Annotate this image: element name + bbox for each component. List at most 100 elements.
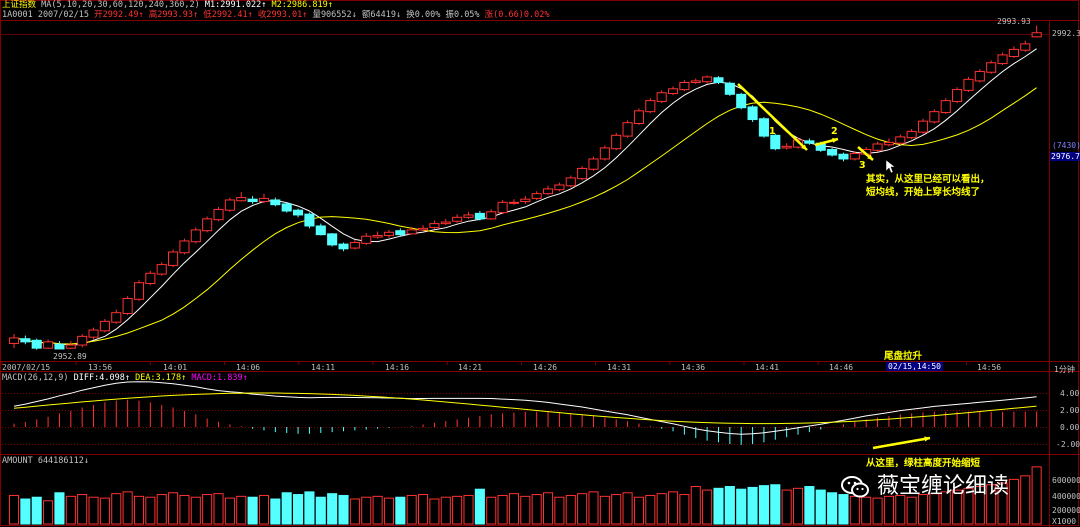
candle-body [224, 199, 235, 211]
candle-body [804, 140, 815, 144]
amount-bar [633, 496, 644, 525]
amount-bar [65, 495, 76, 525]
wechat-icon-svg [841, 476, 869, 498]
annotation-1: 1 [769, 126, 776, 137]
turnover-value: 换0.00% [406, 10, 441, 20]
amount-bar [429, 498, 440, 525]
amount-bar [781, 489, 792, 525]
candle-body [395, 230, 406, 236]
amount-bar [122, 491, 133, 525]
time-label-8: 14:31 [607, 363, 632, 372]
time-label-4: 14:11 [311, 363, 336, 372]
amount-tick-1: 400000 [1052, 492, 1080, 501]
amount-bar [531, 494, 542, 525]
amount-bar [486, 496, 497, 525]
candle-body [758, 118, 769, 137]
amount-bar [190, 496, 201, 525]
candle-body [293, 209, 304, 216]
amount-bar [929, 493, 940, 525]
arrow-macd-head [924, 436, 930, 442]
candle-body [849, 152, 860, 160]
amount-bar [815, 489, 826, 525]
candle-body [724, 82, 735, 95]
candle-body [474, 212, 485, 220]
candle-body [270, 199, 281, 206]
ma-m2: M2:2986.819↑ [271, 0, 333, 10]
watermark: 薇宝缠论细读 [840, 468, 1009, 500]
amount-bar [611, 494, 622, 525]
candle-body [747, 106, 758, 121]
period-label[interactable]: 1分钟 [1054, 365, 1075, 374]
candle-body [940, 100, 951, 113]
amount-bar [963, 487, 974, 525]
amount-bar [111, 493, 122, 525]
candle-body [20, 338, 31, 343]
price-mid-label: (7430) [1052, 141, 1080, 150]
arrow-1 [737, 83, 808, 151]
candle-body [599, 147, 610, 160]
amount-bar [713, 487, 724, 525]
change-value: 涨(0.66)0.02% [484, 10, 550, 20]
candle-body [679, 81, 690, 91]
low-value: 低2992.41↑ [203, 10, 253, 20]
amount-bar [758, 485, 769, 525]
amount-bar [497, 494, 508, 525]
candle-body [633, 110, 644, 124]
macd-dea: DEA:3.178↑ [135, 373, 187, 383]
amount-tick-2: 200000 [1052, 506, 1080, 515]
amount-bar [327, 493, 338, 525]
candle-body [906, 130, 917, 139]
amount-bar [872, 497, 883, 525]
candle-body [577, 167, 588, 180]
candle-body [383, 231, 395, 236]
amount-bar [452, 495, 463, 525]
amount-bar [849, 495, 860, 525]
candle-body [8, 337, 20, 344]
macd-tick-2: 0.00 [1060, 423, 1080, 432]
amount-bar [792, 487, 804, 525]
amount-bar [179, 494, 190, 525]
amount-bar [99, 497, 110, 525]
macd-tick-0: 4.00 [1060, 389, 1080, 398]
candle-body [247, 198, 258, 203]
candle-body [1008, 48, 1019, 57]
amount-bar [145, 496, 156, 525]
amount-bar [418, 494, 429, 525]
candle-body [452, 216, 463, 222]
candle-body [542, 188, 554, 195]
candle-body [327, 233, 338, 246]
amplitude-value: 振0.05% [445, 10, 480, 20]
amount-bar [702, 489, 713, 525]
candle-body [213, 208, 224, 221]
amount-bar [31, 496, 42, 525]
amount-bar [747, 486, 758, 525]
amount-tick-3: X1000 [1052, 517, 1077, 526]
macd-value: MACD:1.839↑ [191, 373, 248, 383]
candle-body [190, 229, 201, 243]
candle-body [31, 339, 42, 349]
amount-bar [906, 496, 917, 525]
amount-bar [361, 496, 372, 525]
amount-bar [293, 494, 304, 525]
amount-bar [599, 495, 610, 525]
candle-body [463, 214, 474, 218]
candle-body [520, 198, 531, 203]
amount-bar [895, 494, 906, 525]
candle-body [917, 120, 929, 133]
amount-bar [838, 494, 849, 525]
amount-header: AMOUNT 644186112↓ [2, 456, 89, 466]
amount-bar [861, 496, 872, 525]
candle-body [281, 203, 292, 212]
amount-bar [270, 498, 281, 525]
amount-bar [54, 492, 65, 525]
candle-body [656, 92, 667, 102]
amount-tick-0: 600000 [1052, 476, 1080, 485]
code-date: 1A0001 2007/02/15 [2, 10, 89, 20]
candle-body [702, 76, 713, 83]
amount-bar [8, 494, 20, 525]
arrow-macd [872, 436, 931, 450]
candle-body [372, 234, 383, 238]
time-label-7: 14:26 [533, 363, 558, 372]
amount-bar [588, 491, 599, 525]
